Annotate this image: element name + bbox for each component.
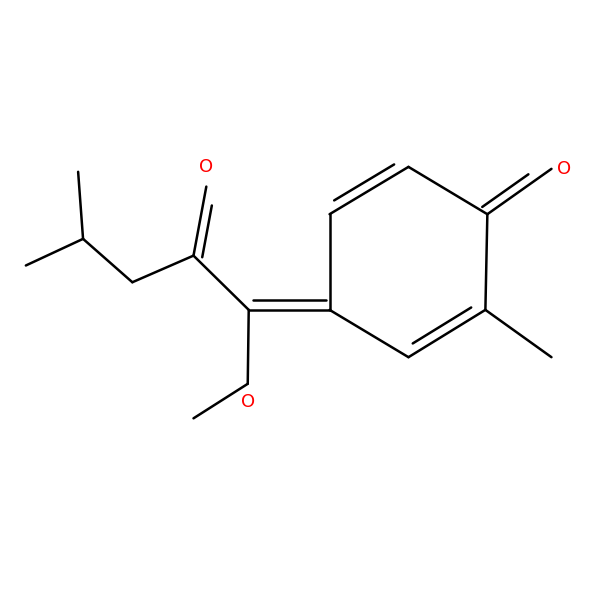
Text: O: O <box>241 392 255 410</box>
Text: O: O <box>199 158 214 176</box>
Text: O: O <box>557 160 572 178</box>
